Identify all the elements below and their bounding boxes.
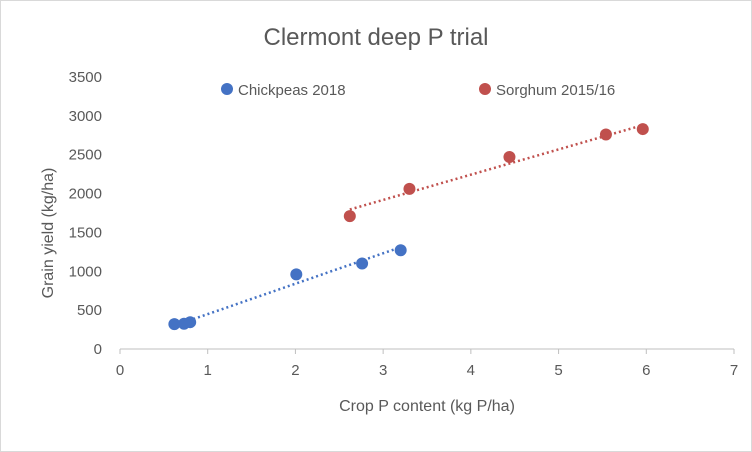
legend-marker xyxy=(221,83,233,95)
y-tick-label: 0 xyxy=(94,341,102,358)
y-tick-label: 2500 xyxy=(69,147,102,164)
x-axis-ticks: 0 1 2 3 4 5 6 7 xyxy=(116,349,738,379)
data-point xyxy=(403,182,416,195)
x-tick-label: 2 xyxy=(291,362,299,379)
x-tick-label: 3 xyxy=(379,362,387,379)
trendline xyxy=(173,246,402,327)
y-tick-label: 1000 xyxy=(69,263,102,280)
trendlines xyxy=(173,123,644,327)
data-point xyxy=(599,128,612,141)
y-tick-label: 3500 xyxy=(69,69,102,86)
trendline xyxy=(349,123,644,211)
data-point xyxy=(290,268,303,281)
x-tick-label: 1 xyxy=(204,362,212,379)
chart-title: Clermont deep P trial xyxy=(264,24,489,51)
x-tick-label: 0 xyxy=(116,362,124,379)
data-point xyxy=(394,244,407,257)
x-axis-title: Crop P content (kg P/ha) xyxy=(339,398,515,415)
y-tick-label: 500 xyxy=(77,302,102,319)
y-tick-label: 1500 xyxy=(69,224,102,241)
data-point xyxy=(343,210,356,223)
data-point xyxy=(503,151,516,164)
legend: Chickpeas 2018 Sorghum 2015/16 xyxy=(221,82,615,99)
y-axis-title: Grain yield (kg/ha) xyxy=(40,168,57,299)
data-point xyxy=(184,316,197,329)
legend-label: Sorghum 2015/16 xyxy=(496,82,615,99)
data-points xyxy=(168,123,649,331)
legend-marker xyxy=(479,83,491,95)
y-axis-ticks: 0 500 1000 1500 2000 2500 3000 3500 xyxy=(69,69,102,358)
y-tick-label: 2000 xyxy=(69,186,102,203)
data-point xyxy=(168,318,181,331)
x-tick-label: 7 xyxy=(730,362,738,379)
y-tick-label: 3000 xyxy=(69,108,102,125)
legend-label: Chickpeas 2018 xyxy=(238,82,346,99)
data-point xyxy=(636,123,649,136)
x-tick-label: 5 xyxy=(554,362,562,379)
x-tick-label: 4 xyxy=(467,362,475,379)
data-point xyxy=(356,257,369,270)
x-tick-label: 6 xyxy=(642,362,650,379)
